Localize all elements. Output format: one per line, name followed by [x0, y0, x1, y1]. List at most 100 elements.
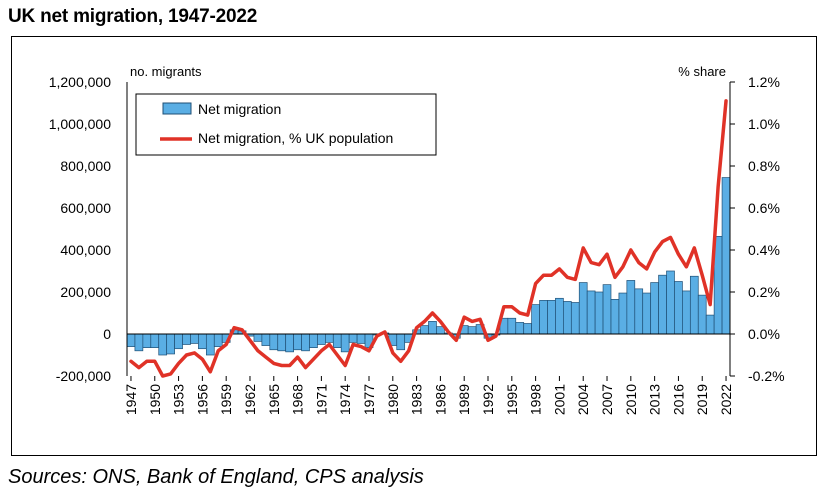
- net-migration-bar: [134, 333, 144, 352]
- net-migration-bar: [539, 300, 548, 335]
- net-migration-bar: [658, 274, 667, 335]
- net-migration-bar: [301, 333, 310, 352]
- x-axis-tick-label: 1977: [361, 384, 377, 415]
- net-migration-bar: [563, 301, 572, 335]
- x-axis-tick-label: 1989: [456, 384, 472, 415]
- net-migration-bar: [293, 333, 302, 351]
- x-axis-tick-label: 1962: [242, 384, 258, 415]
- net-migration-bar: [666, 270, 675, 335]
- left-axis-tick-label: 1,200,000: [49, 74, 111, 90]
- left-axis-tick-label: 1,000,000: [49, 116, 111, 132]
- x-axis-tick-label: 2016: [670, 384, 686, 415]
- net-migration-bar: [610, 299, 620, 335]
- x-axis-tick-label: 2019: [694, 384, 710, 415]
- legend-line-label: Net migration, % UK population: [198, 130, 393, 146]
- right-axis-tick-label: 0.8%: [748, 158, 780, 174]
- x-axis-tick-label: 1953: [171, 384, 187, 415]
- net-migration-bar: [594, 291, 604, 335]
- net-migration-bar: [261, 333, 271, 346]
- net-migration-bar: [689, 275, 699, 335]
- x-axis-tick-label: 2007: [599, 384, 615, 415]
- net-migration-bar: [142, 333, 152, 348]
- net-migration-bar: [356, 333, 366, 344]
- net-migration-bar: [626, 280, 636, 335]
- net-migration-bar: [158, 333, 168, 356]
- x-axis-tick-label: 1968: [290, 384, 306, 415]
- net-migration-bar: [182, 333, 191, 345]
- x-axis-tick-label: 1947: [123, 384, 139, 415]
- left-axis-tick-label: 200,000: [60, 284, 111, 300]
- left-axis-tick-label: 0: [103, 326, 111, 342]
- net-migration-bar: [198, 333, 207, 350]
- net-migration-bar: [332, 333, 342, 348]
- net-migration-bar: [340, 333, 350, 353]
- net-migration-bar: [253, 333, 263, 342]
- x-axis-tick-label: 1998: [528, 384, 544, 415]
- x-axis-tick-label: 1974: [337, 384, 353, 415]
- net-migration-bar: [586, 290, 596, 335]
- chart-frame: [11, 36, 817, 456]
- net-migration-bar: [174, 333, 183, 350]
- net-migration-bar: [515, 322, 525, 335]
- right-axis-tick-label: 0.0%: [748, 326, 780, 342]
- net-migration-bar: [467, 326, 477, 335]
- x-axis-tick-label: 2022: [718, 384, 734, 415]
- net-migration-bar: [547, 300, 556, 335]
- x-axis-tick-label: 2010: [623, 384, 639, 415]
- x-axis-tick-label: 1992: [480, 384, 496, 415]
- net-migration-bar: [205, 333, 215, 356]
- net-migration-bar: [602, 284, 612, 335]
- net-migration-bar: [277, 333, 287, 352]
- net-migration-bar: [634, 288, 644, 335]
- x-axis-tick-label: 1956: [194, 384, 210, 415]
- net-migration-bar: [697, 294, 707, 335]
- net-migration-bar: [531, 304, 540, 335]
- x-axis-tick-label: 1950: [147, 384, 163, 415]
- net-migration-bar: [578, 282, 588, 335]
- net-migration-bar: [721, 177, 731, 335]
- net-migration-bar: [325, 333, 334, 343]
- left-axis-tick-label: 800,000: [60, 158, 111, 174]
- net-migration-bar: [428, 321, 437, 335]
- net-migration-bar: [396, 333, 406, 351]
- right-axis-tick-label: 1.0%: [748, 116, 780, 132]
- net-migration-bar: [150, 333, 160, 348]
- x-axis-tick-label: 1965: [266, 384, 282, 415]
- x-axis-tick-label: 1971: [313, 384, 329, 415]
- net-migration-bar: [166, 333, 175, 355]
- x-axis-tick-label: 1986: [432, 384, 448, 415]
- left-axis-tick-label: -200,000: [56, 368, 111, 384]
- left-axis-tick-label: 400,000: [60, 242, 111, 258]
- right-axis-tick-label: 1.2%: [748, 74, 780, 90]
- x-axis-tick-label: 1980: [385, 384, 401, 415]
- net-migration-bar: [555, 297, 564, 335]
- net-migration-bar: [705, 314, 715, 335]
- net-migration-bar: [317, 333, 326, 345]
- net-migration-bar: [618, 292, 628, 335]
- x-axis-tick-label: 1959: [218, 384, 234, 415]
- left-axis-tick-label: 600,000: [60, 200, 111, 216]
- right-axis-tick-label: 0.4%: [748, 242, 780, 258]
- net-migration-bar: [126, 333, 136, 347]
- net-migration-bar: [213, 333, 223, 347]
- net-migration-bar: [309, 333, 318, 348]
- x-axis-tick-label: 2004: [575, 384, 591, 415]
- net-migration-bar: [348, 333, 358, 343]
- net-migration-bar: [674, 281, 683, 335]
- net-migration-bar: [570, 302, 580, 335]
- share-series-line: [129, 99, 728, 378]
- right-axis-tick-label: -0.2%: [748, 368, 785, 384]
- legend: Net migration Net migration, % UK popula…: [135, 93, 437, 156]
- net-migration-bar: [285, 333, 294, 353]
- right-axis-tick-label: 0.6%: [748, 200, 780, 216]
- x-axis-tick-label: 1995: [504, 384, 520, 415]
- net-migration-bar: [190, 333, 199, 344]
- net-migration-bar: [523, 323, 532, 335]
- legend-bar-swatch: [162, 102, 192, 115]
- legend-bar-label: Net migration: [198, 101, 281, 117]
- net-migration-bar: [269, 333, 279, 351]
- net-migration-bar: [650, 282, 659, 335]
- net-migration-bar: [420, 325, 429, 335]
- left-axis-unit: no. migrants: [130, 64, 202, 79]
